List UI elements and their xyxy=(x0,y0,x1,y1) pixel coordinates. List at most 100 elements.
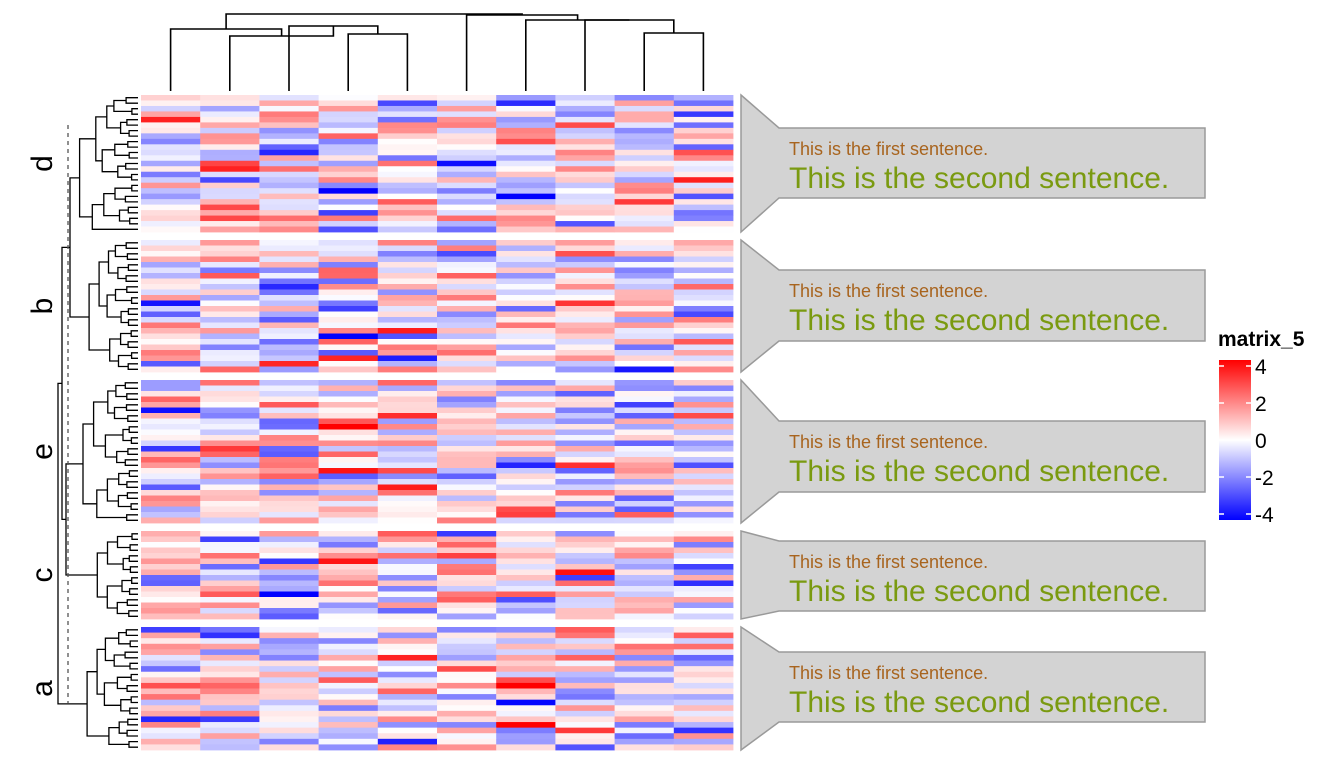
dendrogram-branch xyxy=(129,217,138,225)
heatmap-cell xyxy=(437,716,497,723)
heatmap-cell xyxy=(141,580,201,587)
heatmap-cell xyxy=(377,632,438,639)
heatmap-cell xyxy=(496,267,556,274)
heatmap-cell xyxy=(673,738,734,745)
heatmap-cell xyxy=(377,116,438,123)
heatmap-cell xyxy=(200,531,260,537)
heatmap-cell xyxy=(259,495,319,502)
dendrogram-branch xyxy=(128,740,138,748)
heatmap-cell xyxy=(200,193,260,200)
heatmap-cell xyxy=(614,267,675,274)
heatmap-cell xyxy=(673,733,734,740)
heatmap-cell xyxy=(200,344,260,351)
heatmap-cell xyxy=(141,199,201,205)
heatmap-cell xyxy=(673,688,734,695)
heatmap-cell xyxy=(437,501,497,507)
heatmap-cell xyxy=(259,608,319,614)
heatmap-cell xyxy=(496,638,556,645)
dendrogram-branch xyxy=(126,599,138,606)
heatmap-cell xyxy=(141,564,201,570)
heatmap-cell xyxy=(496,171,556,178)
heatmap-cell xyxy=(496,484,556,491)
heatmap-cell xyxy=(614,484,675,491)
heatmap-cell xyxy=(673,317,734,323)
heatmap-cell xyxy=(141,429,201,436)
heatmap-cell xyxy=(673,716,734,723)
heatmap-cell xyxy=(496,149,556,156)
dendrogram-branch xyxy=(65,463,98,576)
heatmap-cell xyxy=(496,446,556,452)
heatmap-cell xyxy=(437,144,497,151)
heatmap-cell xyxy=(496,682,556,689)
heatmap-cell xyxy=(496,517,556,524)
heatmap-cell xyxy=(614,517,675,524)
heatmap-cell xyxy=(614,306,675,312)
heatmap-cell xyxy=(614,608,675,614)
heatmap-cell xyxy=(555,328,615,334)
heatmap-cell xyxy=(614,144,675,151)
dendrogram-branch xyxy=(126,393,138,400)
heatmap-cell xyxy=(555,558,615,565)
heatmap-cell xyxy=(377,355,438,362)
heatmap-cell xyxy=(614,407,675,414)
heatmap-cell xyxy=(437,733,497,740)
heatmap-cell xyxy=(555,490,615,496)
heatmap-cell xyxy=(318,317,379,323)
heatmap-cell xyxy=(555,512,615,518)
heatmap-cell xyxy=(141,716,201,723)
heatmap-cell xyxy=(437,654,497,661)
heatmap-cell xyxy=(496,490,556,496)
heatmap-cell xyxy=(614,339,675,345)
heatmap-cell xyxy=(614,95,675,101)
heatmap-cell xyxy=(318,440,379,447)
heatmap-cell xyxy=(437,366,497,373)
heatmap-cell xyxy=(437,484,497,491)
heatmap-cell xyxy=(377,446,438,452)
heatmap-cell xyxy=(318,407,379,414)
heatmap-cell xyxy=(200,479,260,485)
heatmap-cell xyxy=(318,457,379,463)
heatmap-cell xyxy=(141,654,201,661)
heatmap-cell xyxy=(496,396,556,403)
heatmap-cell xyxy=(141,95,201,101)
heatmap-cell xyxy=(141,245,201,252)
heatmap-cell xyxy=(437,311,497,318)
heatmap-cell xyxy=(200,95,260,101)
heatmap-cell xyxy=(141,149,201,156)
heatmap-cell xyxy=(614,688,675,695)
heatmap-cell xyxy=(437,608,497,614)
heatmap-cell xyxy=(200,361,260,367)
heatmap-cell xyxy=(496,273,556,279)
heatmap-cell xyxy=(141,133,201,140)
slice-e-cells xyxy=(141,380,734,524)
heatmap-cell xyxy=(318,501,379,507)
heatmap-cell xyxy=(377,111,438,118)
heatmap-cell xyxy=(437,177,497,184)
heatmap-cell xyxy=(555,484,615,491)
heatmap-cell xyxy=(673,468,734,474)
dendrogram-branch xyxy=(119,121,130,135)
heatmap-cell xyxy=(614,155,675,162)
dendrogram-branch xyxy=(103,682,121,706)
heatmap-cell xyxy=(200,226,260,233)
dendrogram-branch xyxy=(129,544,138,551)
heatmap-cell xyxy=(614,591,675,598)
heatmap-cell xyxy=(673,396,734,403)
heatmap-cell xyxy=(496,649,556,656)
heatmap-cell xyxy=(141,727,201,734)
heatmap-cell xyxy=(555,240,615,246)
dendrogram-branch xyxy=(114,288,132,302)
heatmap-cell xyxy=(437,267,497,274)
heatmap-cell xyxy=(141,240,201,246)
heatmap-cell xyxy=(555,149,615,156)
heatmap-cell xyxy=(673,295,734,301)
heatmap-cell xyxy=(614,468,675,474)
heatmap-cell xyxy=(200,215,260,222)
heatmap-cell xyxy=(555,262,615,268)
heatmap-cell xyxy=(496,462,556,469)
heatmap-cell xyxy=(141,602,201,609)
dendrogram-branch xyxy=(125,629,138,637)
heatmap-cell xyxy=(555,295,615,301)
heatmap-cell xyxy=(259,517,319,524)
heatmap-cell xyxy=(555,575,615,581)
